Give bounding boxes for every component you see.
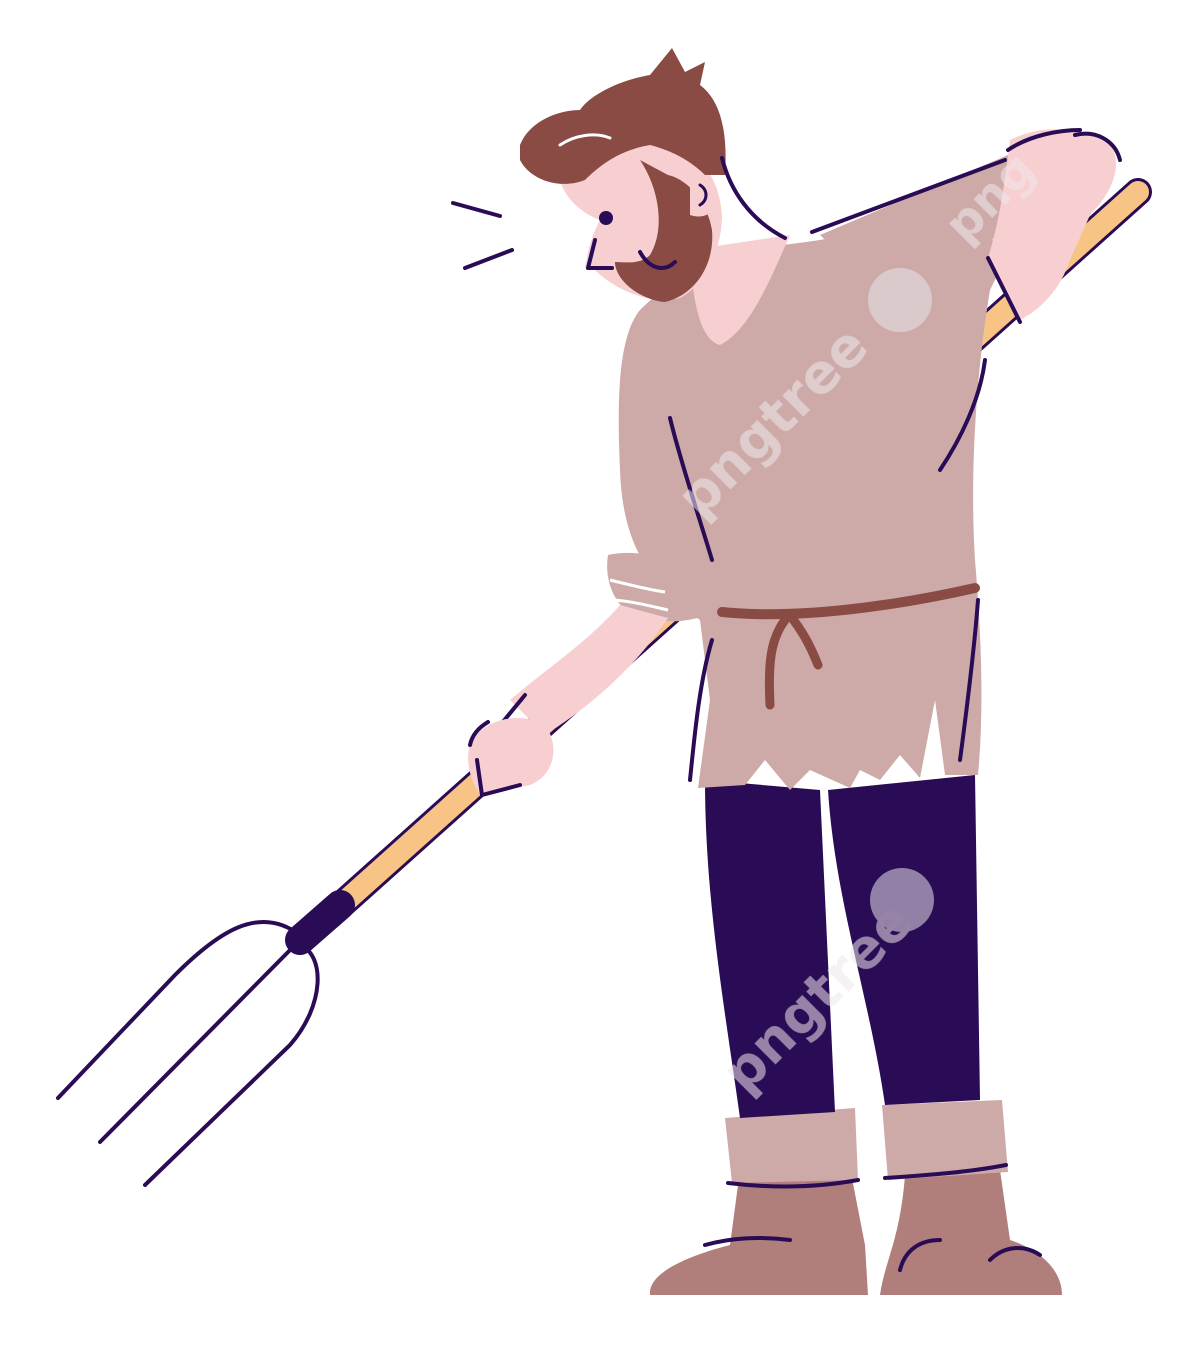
left-boot <box>649 1108 868 1295</box>
front-hand <box>468 717 554 797</box>
right-boot <box>880 1100 1062 1295</box>
tunic <box>618 223 1010 790</box>
front-sleeve <box>607 552 715 622</box>
back-hand <box>986 128 1122 324</box>
head <box>520 48 787 302</box>
belt <box>717 583 980 710</box>
neck <box>690 235 790 345</box>
motion-lines <box>451 201 514 270</box>
pitchfork-tines <box>56 919 320 1187</box>
watermark-logo-icon <box>868 268 932 332</box>
pants <box>705 775 980 1118</box>
watermark-logo-icon <box>870 868 934 932</box>
